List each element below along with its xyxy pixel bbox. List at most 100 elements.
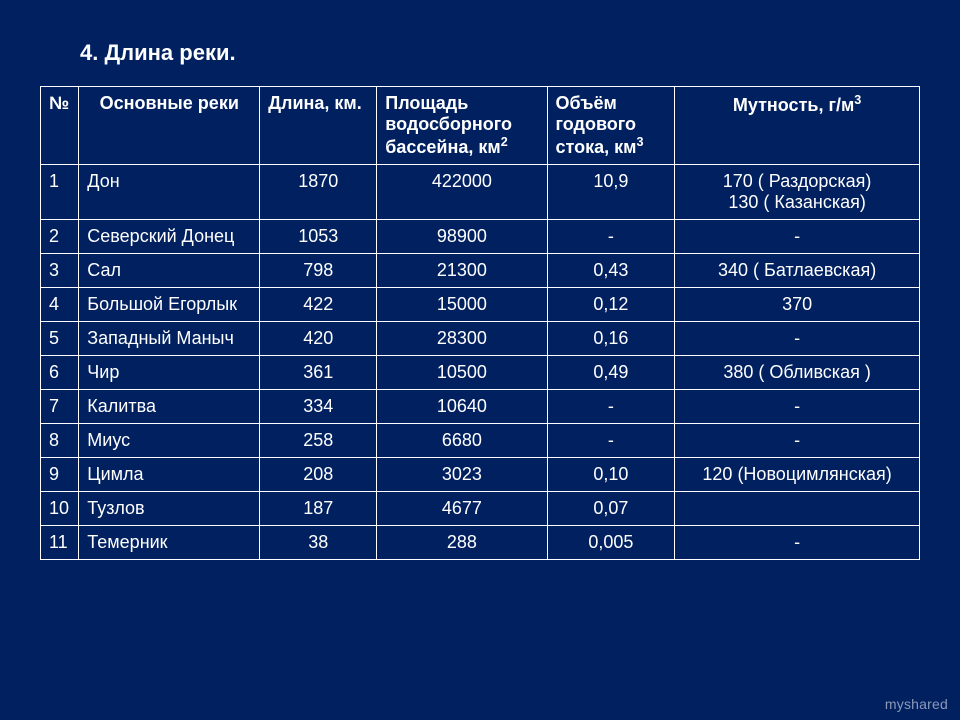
col-turbidity-header: Мутность, г/м3 (675, 87, 920, 165)
cell-length: 334 (260, 390, 377, 424)
cell-volume: - (547, 390, 675, 424)
cell-volume: 0,10 (547, 458, 675, 492)
cell-num: 2 (41, 220, 79, 254)
col-area-header: Площадь водосборного бассейна, км2 (377, 87, 547, 165)
col-length-header: Длина, км. (260, 87, 377, 165)
col-name-header: Основные реки (79, 87, 260, 165)
cell-volume: 0,43 (547, 254, 675, 288)
cell-num: 4 (41, 288, 79, 322)
table-row: 7Калитва33410640-- (41, 390, 920, 424)
cell-turbidity: 170 ( Раздорская)130 ( Казанская) (675, 165, 920, 220)
cell-num: 1 (41, 165, 79, 220)
cell-turbidity-line1: 370 (683, 294, 911, 315)
cell-volume: 0,07 (547, 492, 675, 526)
cell-length: 1053 (260, 220, 377, 254)
cell-name: Чир (79, 356, 260, 390)
cell-turbidity: - (675, 424, 920, 458)
col-volume-header: Объём годового стока, км3 (547, 87, 675, 165)
cell-length: 798 (260, 254, 377, 288)
cell-turbidity-line1: - (683, 328, 911, 349)
cell-turbidity-line1: 340 ( Батлаевская) (683, 260, 911, 281)
cell-num: 11 (41, 526, 79, 560)
cell-name: Дон (79, 165, 260, 220)
cell-volume: - (547, 424, 675, 458)
cell-turbidity-line1: 120 (Новоцимлянская) (683, 464, 911, 485)
cell-volume: 0,16 (547, 322, 675, 356)
col-turbidity-sup: 3 (854, 93, 861, 107)
cell-num: 5 (41, 322, 79, 356)
cell-length: 38 (260, 526, 377, 560)
cell-area: 3023 (377, 458, 547, 492)
cell-volume: 0,12 (547, 288, 675, 322)
cell-name: Северский Донец (79, 220, 260, 254)
table-row: 4Большой Егорлык422150000,12370 (41, 288, 920, 322)
cell-turbidity: - (675, 390, 920, 424)
cell-length: 1870 (260, 165, 377, 220)
cell-turbidity-line1: - (683, 532, 911, 553)
table-row: 2Северский Донец105398900-- (41, 220, 920, 254)
table-row: 8Миус2586680-- (41, 424, 920, 458)
cell-turbidity: 120 (Новоцимлянская) (675, 458, 920, 492)
cell-name: Тузлов (79, 492, 260, 526)
watermark: myshared (885, 696, 948, 712)
cell-turbidity: - (675, 526, 920, 560)
cell-area: 6680 (377, 424, 547, 458)
table-body: 1Дон187042200010,9170 ( Раздорская)130 (… (41, 165, 920, 560)
cell-turbidity-line1: - (683, 226, 911, 247)
table-row: 5Западный Маныч420283000,16- (41, 322, 920, 356)
table-row: 9Цимла20830230,10120 (Новоцимлянская) (41, 458, 920, 492)
cell-num: 6 (41, 356, 79, 390)
table-header-row: № Основные реки Длина, км. Площадь водос… (41, 87, 920, 165)
cell-area: 28300 (377, 322, 547, 356)
cell-turbidity-line1: - (683, 396, 911, 417)
cell-turbidity: - (675, 322, 920, 356)
cell-turbidity-line1: 380 ( Обливская ) (683, 362, 911, 383)
table-row: 10Тузлов18746770,07 (41, 492, 920, 526)
col-area-text: Площадь водосборного бассейна, км (385, 93, 512, 157)
cell-turbidity: - (675, 220, 920, 254)
cell-turbidity-line1: - (683, 430, 911, 451)
cell-volume: - (547, 220, 675, 254)
cell-num: 3 (41, 254, 79, 288)
table-row: 3Сал798213000,43 340 ( Батлаевская) (41, 254, 920, 288)
cell-num: 10 (41, 492, 79, 526)
cell-length: 258 (260, 424, 377, 458)
table-row: 6Чир361105000,49 380 ( Обливская ) (41, 356, 920, 390)
cell-turbidity-line2: 130 ( Казанская) (683, 192, 911, 213)
cell-name: Миус (79, 424, 260, 458)
cell-turbidity: 340 ( Батлаевская) (675, 254, 920, 288)
cell-area: 21300 (377, 254, 547, 288)
slide-title: 4. Длина реки. (80, 40, 920, 66)
col-num-header: № (41, 87, 79, 165)
cell-name: Большой Егорлык (79, 288, 260, 322)
cell-area: 10500 (377, 356, 547, 390)
slide-content: 4. Длина реки. № Основные реки Длина, км… (0, 0, 960, 720)
cell-name: Западный Маныч (79, 322, 260, 356)
cell-length: 422 (260, 288, 377, 322)
cell-area: 4677 (377, 492, 547, 526)
cell-area: 422000 (377, 165, 547, 220)
cell-area: 10640 (377, 390, 547, 424)
cell-length: 187 (260, 492, 377, 526)
cell-name: Сал (79, 254, 260, 288)
col-turbidity-text: Мутность, г/м (733, 95, 854, 115)
cell-volume: 0,49 (547, 356, 675, 390)
cell-num: 7 (41, 390, 79, 424)
cell-turbidity (675, 492, 920, 526)
table-row: 1Дон187042200010,9170 ( Раздорская)130 (… (41, 165, 920, 220)
table-row: 11Темерник382880,005- (41, 526, 920, 560)
cell-length: 420 (260, 322, 377, 356)
col-volume-sup: 3 (636, 135, 643, 149)
cell-length: 361 (260, 356, 377, 390)
col-volume-text: Объём годового стока, км (556, 93, 637, 157)
cell-volume: 10,9 (547, 165, 675, 220)
cell-volume: 0,005 (547, 526, 675, 560)
cell-num: 8 (41, 424, 79, 458)
cell-length: 208 (260, 458, 377, 492)
cell-name: Калитва (79, 390, 260, 424)
cell-turbidity: 370 (675, 288, 920, 322)
cell-area: 98900 (377, 220, 547, 254)
col-area-sup: 2 (501, 135, 508, 149)
rivers-table: № Основные реки Длина, км. Площадь водос… (40, 86, 920, 560)
cell-num: 9 (41, 458, 79, 492)
